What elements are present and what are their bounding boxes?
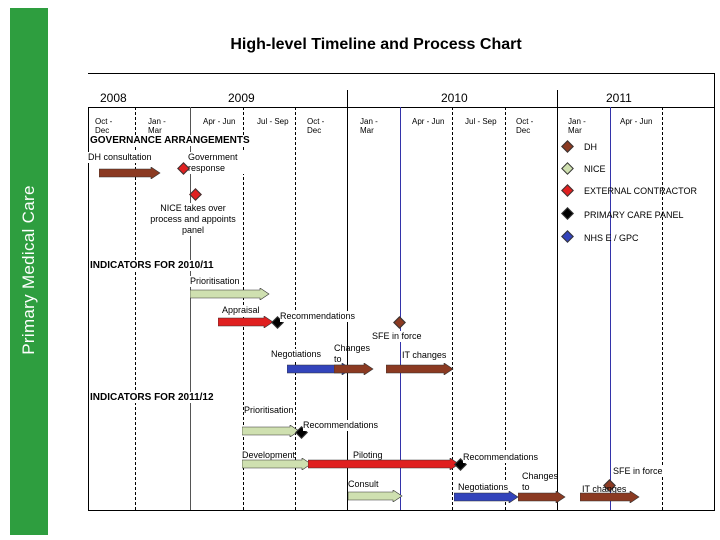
- consult-arrow: [348, 490, 403, 502]
- quarter-label: Apr - Jun: [620, 117, 653, 126]
- gridline: [452, 107, 453, 510]
- year-2009: 2009: [228, 91, 255, 105]
- changes-to-contract-arrow: [334, 363, 374, 375]
- dh-consultation-label: DH consultation: [88, 152, 152, 163]
- prioritisation-2-label: Prioritisation: [244, 405, 294, 416]
- it-changes-arrow: [386, 363, 454, 375]
- quarter-label: Jan - Mar: [148, 117, 166, 135]
- gridline: [400, 107, 401, 510]
- legend-nhs-label: NHS E / GPC: [584, 233, 639, 243]
- gridline: [135, 107, 136, 510]
- gridline: [610, 107, 611, 510]
- sfe-in-force-2-label: SFE in force: [613, 466, 663, 477]
- gridline: [662, 107, 663, 510]
- sfe-in-force-diamond: [393, 316, 406, 329]
- year-2010: 2010: [441, 91, 468, 105]
- prioritisation-2-arrow: [242, 425, 300, 437]
- page-title: High-level Timeline and Process Chart: [230, 36, 522, 53]
- prioritisation-arrow: [190, 288, 270, 300]
- piloting-arrow: [308, 458, 460, 470]
- year-2008: 2008: [100, 91, 127, 105]
- gridline: [88, 107, 89, 510]
- legend-nice-diamond: [561, 162, 574, 175]
- quarter-label: Jul - Sep: [465, 117, 497, 126]
- gridline: [295, 107, 296, 510]
- quarter-label: Apr - Jun: [203, 117, 236, 126]
- nice-takes-over-label: NICE takes over process and appoints pan…: [148, 203, 238, 236]
- title-rule: [88, 73, 714, 74]
- legend-panel-label: PRIMARY CARE PANEL: [584, 210, 684, 220]
- changes-to-contract-2-arrow: [518, 491, 566, 503]
- gridline: [347, 90, 348, 510]
- negotiations-label: Negotiations: [271, 349, 322, 360]
- nice-takes-over-diamond: [189, 188, 202, 201]
- section-indicators-2011: INDICATORS FOR 2011/12: [90, 392, 216, 403]
- gridline: [505, 107, 506, 510]
- gridline: [557, 90, 558, 510]
- sidebar-band: [10, 8, 48, 535]
- negotiations-2-label: Negotiations: [458, 482, 509, 493]
- legend-dh-label: DH: [584, 142, 597, 152]
- it-changes-2-label: IT changes: [582, 484, 627, 494]
- government-response-label: Government response: [188, 152, 250, 174]
- development-arrow: [242, 458, 312, 470]
- development-label: Development: [242, 450, 296, 461]
- recommendations-label: Recommendations: [280, 311, 356, 322]
- legend-contractor-diamond: [561, 184, 574, 197]
- quarter-label: Jan - Mar: [568, 117, 586, 135]
- dh-consultation-arrow: [99, 167, 161, 179]
- consult-label: Consult: [348, 479, 379, 490]
- sidebar-label: Primary Medical Care: [19, 185, 38, 355]
- legend-nhs-diamond: [561, 230, 574, 243]
- quarter-label: Apr - Jun: [412, 117, 445, 126]
- recommendations-3-label: Recommendations: [463, 452, 539, 463]
- quarter-label: Jan - Mar: [360, 117, 378, 135]
- year-rule: [88, 107, 714, 108]
- section-governance: GOVERNANCE ARRANGEMENTS: [90, 135, 252, 146]
- sfe-in-force-label: SFE in force: [372, 331, 422, 342]
- legend-panel-diamond: [561, 207, 574, 220]
- section-indicators-2010: INDICATORS FOR 2010/11: [90, 260, 216, 271]
- appraisal-label: Appraisal: [222, 305, 260, 316]
- year-2011: 2011: [606, 91, 632, 105]
- recommendations-2-label: Recommendations: [303, 420, 379, 431]
- legend-nice-label: NICE: [584, 164, 606, 174]
- gridline: [714, 73, 715, 510]
- it-changes-label: IT changes: [402, 350, 447, 361]
- negotiations-2-arrow: [454, 491, 519, 503]
- gridline: [190, 107, 191, 510]
- legend-contractor-label: EXTERNAL CONTRACTOR: [584, 186, 698, 196]
- prioritisation-label: Prioritisation: [190, 276, 240, 287]
- appraisal-arrow: [218, 316, 274, 328]
- bottom-rule: [88, 510, 715, 511]
- legend-dh-diamond: [561, 140, 574, 153]
- quarter-label: Oct - Dec: [95, 117, 113, 135]
- quarter-label: Oct - Dec: [516, 117, 534, 135]
- quarter-label: Oct - Dec: [307, 117, 325, 135]
- piloting-label: Piloting: [353, 450, 383, 461]
- quarter-label: Jul - Sep: [257, 117, 289, 126]
- it-changes-2-arrow: [580, 491, 640, 503]
